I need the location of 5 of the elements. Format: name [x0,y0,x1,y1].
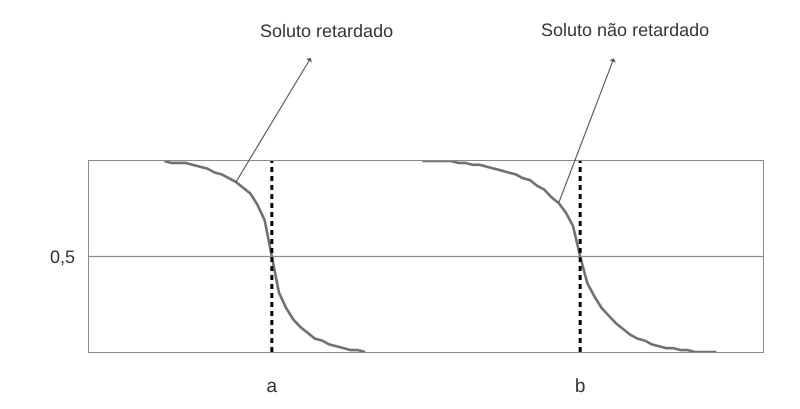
x-tick-label: a [266,376,278,397]
text: Soluto não retardado [541,20,710,40]
ref-line-label: 0,5 [50,247,76,267]
text: Soluto retardado [260,21,394,41]
x-tick-label: b [574,376,586,397]
